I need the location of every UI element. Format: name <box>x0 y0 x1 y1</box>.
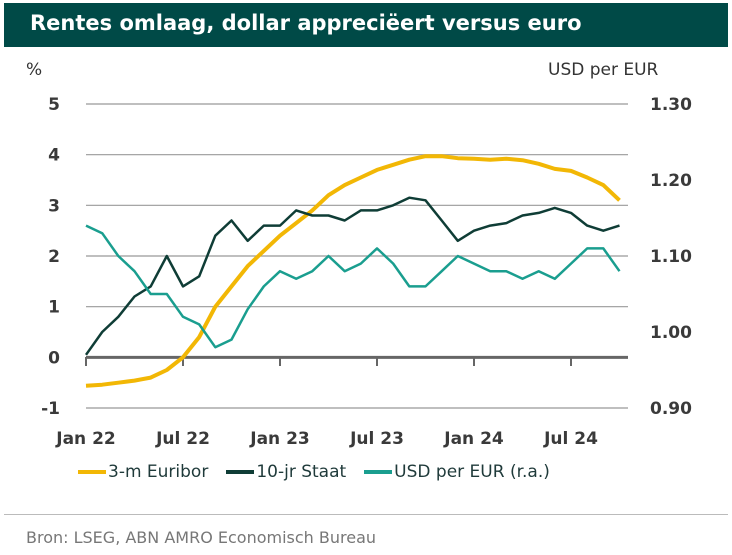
x-tick-label: Jul 24 <box>543 429 598 449</box>
series-line-0 <box>85 154 621 388</box>
left-axis-unit: % <box>26 60 43 80</box>
y2-tick-label: 1.20 <box>650 171 692 191</box>
legend-swatch <box>78 470 106 474</box>
source-note: Bron: LSEG, ABN AMRO Economisch Bureau <box>26 528 377 547</box>
legend-item-10yr: 10-jr Staat <box>226 462 346 482</box>
x-tick-label: Jan 24 <box>443 429 504 449</box>
y-tick-label: 1 <box>48 298 60 318</box>
series-line-1 <box>84 196 620 356</box>
y2-tick-label: 1.30 <box>650 95 692 115</box>
y-tick-label: -1 <box>41 399 60 419</box>
legend: 3-m Euribor 10-jr Staat USD per EUR (r.a… <box>78 462 550 482</box>
divider <box>4 514 728 515</box>
legend-item-euribor: 3-m Euribor <box>78 462 208 482</box>
legend-label: 10-jr Staat <box>256 462 347 482</box>
x-tick-label: Jan 22 <box>55 429 115 449</box>
legend-swatch <box>364 470 393 474</box>
right-axis-unit: USD per EUR <box>548 60 659 80</box>
y-tick-label: 4 <box>48 146 60 166</box>
legend-swatch <box>226 470 255 474</box>
y2-tick-label: 0.90 <box>650 399 692 419</box>
title-bar: Rentes omlaag, dollar appreciëert versus… <box>4 3 728 47</box>
plot-area: 5 4 3 2 1 0 -1 1.30 1.20 1.10 1.00 0.90 Jan 22 Jul 22… <box>41 95 692 449</box>
y-tick-label: 3 <box>48 196 60 216</box>
legend-item-usd: USD per EUR (r.a.) <box>364 462 550 482</box>
y-tick-label: 5 <box>48 95 60 115</box>
legend-label: 3-m Euribor <box>108 462 209 482</box>
chart-title: Rentes omlaag, dollar appreciëert versus… <box>30 11 582 35</box>
y-tick-label: 2 <box>48 247 60 267</box>
legend-label: USD per EUR (r.a.) <box>394 462 550 482</box>
x-tick-label: Jan 23 <box>249 429 309 449</box>
x-tick-label: Jul 23 <box>349 429 404 449</box>
y-tick-label: 0 <box>48 348 60 368</box>
series-line-2 <box>85 224 621 349</box>
x-tick-label: Jul 22 <box>155 429 210 449</box>
y2-tick-label: 1.00 <box>650 323 692 343</box>
y2-tick-label: 1.10 <box>650 247 692 267</box>
